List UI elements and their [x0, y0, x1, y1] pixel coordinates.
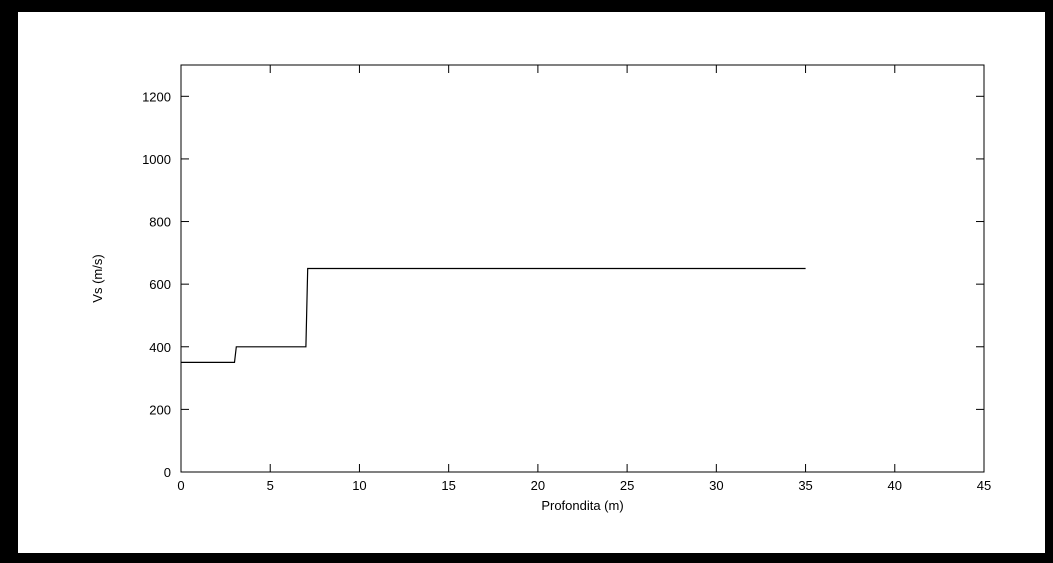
x-tick-label: 40: [888, 478, 902, 493]
x-tick-label: 25: [620, 478, 634, 493]
series-line: [181, 267, 806, 363]
y-tick-label: 200: [149, 402, 171, 417]
plot-area: [180, 64, 985, 473]
x-tick-label: 20: [531, 478, 545, 493]
x-tick-label: 30: [709, 478, 723, 493]
y-tick-label: 800: [149, 215, 171, 230]
y-ticks: 0 200 400 600 800 1000 1200: [142, 89, 984, 480]
x-tick-label: 45: [977, 478, 991, 493]
x-tick-label: 0: [177, 478, 184, 493]
y-tick-label: 400: [149, 340, 171, 355]
x-ticks: 0 5 10 15 20 25 30 35 40 45: [177, 65, 991, 493]
chart-frame: 0 200 400 600 800 1000 1200 0 5 10 15 20 25 30 35 40 45…: [18, 12, 1045, 553]
x-tick-label: 10: [352, 478, 366, 493]
x-tick-label: 5: [267, 478, 274, 493]
x-tick-label: 35: [798, 478, 812, 493]
chart-svg: 0 200 400 600 800 1000 1200 0 5 10 15 20 25 30 35 40 45…: [90, 64, 991, 513]
y-tick-label: 1200: [142, 89, 171, 104]
y-tick-label: 600: [149, 277, 171, 292]
x-axis-label: Profondita (m): [541, 498, 623, 513]
y-tick-label: 1000: [142, 152, 171, 167]
x-tick-label: 15: [441, 478, 455, 493]
y-axis-label: Vs (m/s): [90, 254, 105, 302]
y-tick-label: 0: [164, 465, 171, 480]
